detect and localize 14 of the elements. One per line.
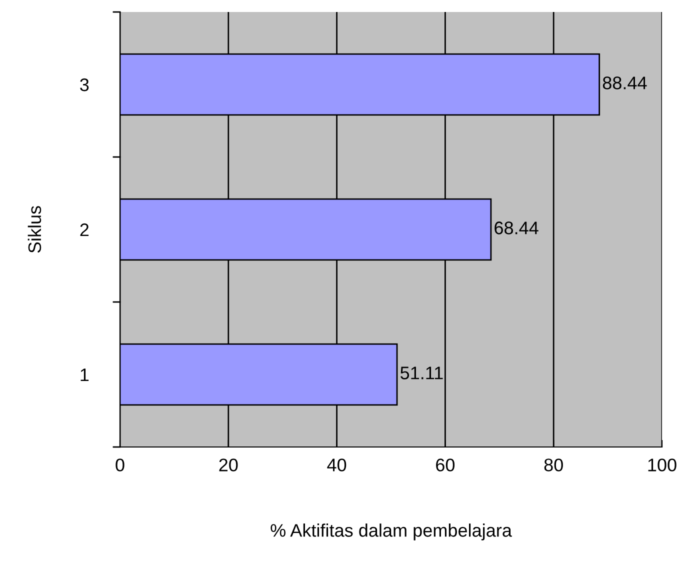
y-tick-label: 1 (80, 368, 89, 382)
data-label: 68.44 (494, 222, 538, 234)
y-axis-title: Siklus (28, 206, 42, 253)
y-tick-label: 2 (80, 223, 89, 236)
x-axis-title: % Aktifitas dalam pembelajara (270, 524, 512, 540)
x-tick-label: 40 (327, 458, 346, 472)
x-tick-label: 20 (219, 458, 238, 472)
data-label: 51.11 (400, 366, 443, 380)
x-tick-label: 60 (436, 458, 455, 472)
x-tick-label: 0 (116, 458, 124, 472)
y-tick-label: 3 (80, 78, 89, 92)
x-tick-label: 80 (544, 458, 563, 472)
x-tick-label: 100 (648, 458, 676, 472)
data-label: 88.44 (602, 76, 647, 90)
